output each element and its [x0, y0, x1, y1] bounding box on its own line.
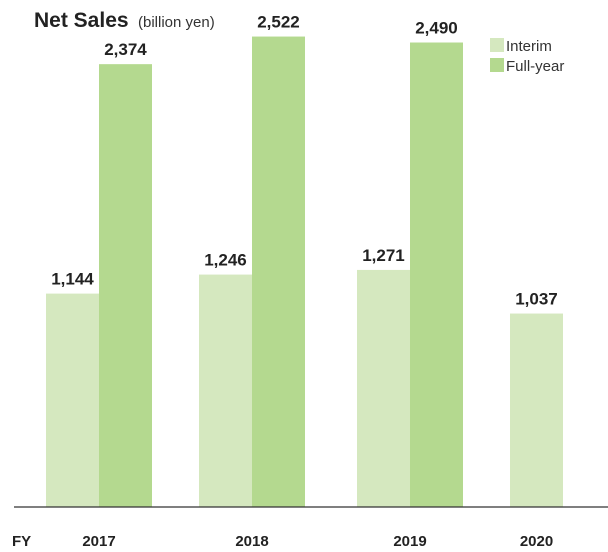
data-label-full-year-2017: 2,374: [104, 40, 147, 59]
bar-interim-2018: [199, 274, 252, 507]
data-labels-group: 1,144 2,374 1,246 2,522 1,271 2,490 1,037: [51, 13, 558, 309]
legend: Interim Full-year: [490, 38, 564, 75]
legend-label-full-year: Full-year: [506, 58, 564, 75]
bar-interim-2017: [46, 293, 99, 507]
bar-full-year-2019: [410, 42, 463, 508]
legend-swatch-full-year: [490, 58, 504, 72]
data-label-full-year-2018: 2,522: [257, 13, 300, 32]
x-tick-label-2019: 2019: [393, 533, 426, 550]
bars-group: [46, 36, 563, 508]
x-axis-prefix: FY: [12, 533, 31, 550]
chart-title: Net Sales: [34, 9, 129, 32]
legend-swatch-interim: [490, 38, 504, 52]
data-label-full-year-2019: 2,490: [415, 19, 458, 38]
bar-full-year-2017: [99, 64, 152, 508]
x-tick-label-2018: 2018: [235, 533, 268, 550]
bar-interim-2019: [357, 269, 410, 507]
data-label-interim-2017: 1,144: [51, 270, 94, 289]
legend-label-interim: Interim: [506, 38, 552, 55]
unit-label: (billion yen): [138, 14, 215, 31]
bar-interim-2020: [510, 313, 563, 507]
x-tick-labels: 2017 2018 2019 2020: [82, 533, 553, 550]
x-tick-label-2020: 2020: [520, 533, 553, 550]
data-label-interim-2018: 1,246: [204, 251, 247, 270]
bar-full-year-2018: [252, 36, 305, 508]
data-label-interim-2019: 1,271: [362, 246, 405, 265]
x-tick-label-2017: 2017: [82, 533, 115, 550]
data-label-interim-2020: 1,037: [515, 290, 558, 309]
